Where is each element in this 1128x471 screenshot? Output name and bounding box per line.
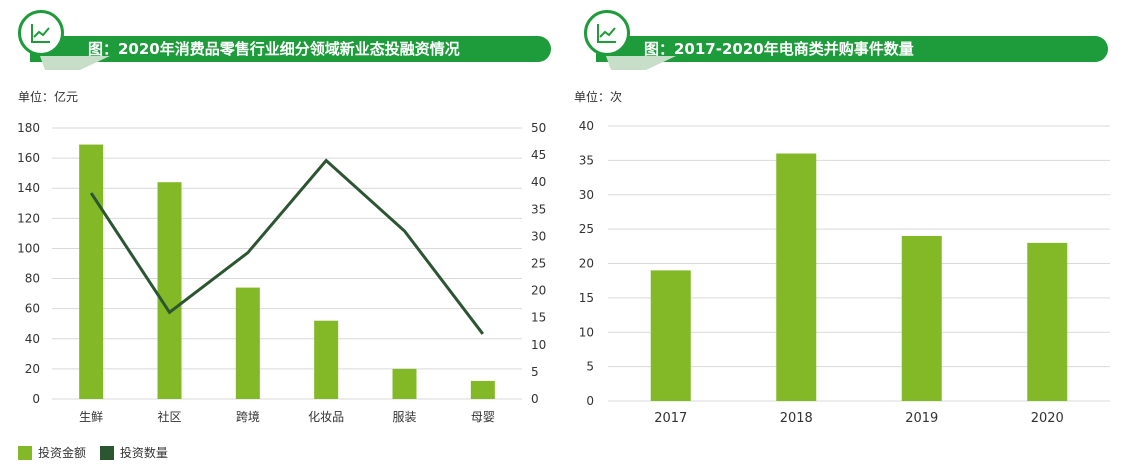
y2-tick-label: 5 [531,365,539,379]
bar [650,270,691,401]
legend-item-amount: 投资金额 [18,444,86,461]
bar [776,153,817,401]
y2-tick-label: 45 [531,148,546,162]
left-chart-plot: 0 20 40 60 80 100 120 140 160 180 0 5 10 15 20 25 30 35 40… [17,121,546,424]
x-tick-label: 社区 [157,409,181,424]
y-tick-label: 180 [17,121,40,135]
x-tick-label: 生鲜 [79,410,103,424]
y-tick-label: 40 [25,332,40,346]
x-tick-label: 2019 [905,411,938,426]
bar [901,236,942,401]
bar [79,144,104,399]
bar [235,287,260,399]
y-tick-label: 10 [579,325,594,339]
x-tick-label: 2020 [1031,411,1064,426]
y2-tick-label: 20 [531,284,546,298]
x-tick-label: 服装 [392,410,416,424]
y2-tick-label: 35 [531,202,546,216]
y-tick-label: 20 [25,362,40,376]
y-tick-label: 30 [579,188,594,202]
banner-swoosh-shape [40,56,110,70]
y2-tick-label: 10 [531,338,546,352]
line-chart-icon [584,10,630,56]
x-tick-label: 2018 [780,411,813,426]
x-tick-label: 母婴 [471,410,495,424]
bar [314,320,339,399]
series-line [89,158,485,335]
y-tick-label: 40 [579,119,594,133]
line-chart-icon [18,10,64,56]
y-tick-label: 160 [17,151,40,165]
y2-tick-label: 25 [531,257,546,271]
y-tick-label: 15 [579,291,594,305]
bar [157,182,182,399]
y-tick-label: 80 [25,272,40,286]
y-tick-label: 25 [579,222,594,236]
y-tick-label: 0 [32,392,40,406]
left-chart-panel: 图：2020年消费品零售行业细分领域新业态投融资情况 单位：亿元 0 20 40 60… [0,0,560,471]
right-title-banner [596,36,1108,62]
y2-tick-label: 30 [531,229,546,243]
right-chart-title: 图：2017-2020年电商类并购事件数量 [644,40,914,58]
y-tick-label: 140 [17,181,40,195]
bar [392,368,417,399]
y-tick-label: 0 [586,394,594,408]
left-chart-legend: 投资金额 投资数量 [18,444,178,463]
y2-tick-label: 40 [531,175,546,189]
bar [1027,242,1068,401]
y-tick-label: 60 [25,302,40,316]
x-tick-label: 化妆品 [308,410,344,424]
y-tick-label: 100 [17,241,40,255]
x-tick-label: 2017 [654,411,687,426]
left-unit-label: 单位：亿元 [18,90,79,104]
y-tick-label: 35 [579,153,594,167]
right-unit-label: 单位：次 [574,90,623,104]
y-tick-label: 5 [586,360,594,374]
x-tick-label: 跨境 [236,409,260,424]
right-chart-panel: 图：2017-2020年电商类并购事件数量 单位：次 0 5 10 15 20 25 30 3… [566,0,1128,471]
legend-swatch-count [99,445,114,460]
bar [470,380,495,399]
y2-tick-label: 15 [531,311,546,325]
legend-swatch-amount [18,445,32,460]
legend-label-count: 投资数量 [119,446,168,460]
legend-label-amount: 投资金额 [38,446,87,460]
y-tick-label: 20 [579,257,594,271]
banner-swoosh-shape [606,56,676,70]
left-title-banner [30,36,551,62]
right-chart-plot: 0 5 10 15 20 25 30 35 40 2017 2018 2019 2020 [579,119,1110,426]
left-chart-title: 图：2020年消费品零售行业细分领域新业态投融资情况 [88,40,460,58]
legend-item-count: 投资数量 [99,444,168,461]
y-tick-label: 120 [17,211,40,225]
y2-tick-label: 0 [531,392,539,406]
y2-tick-label: 50 [531,121,546,135]
